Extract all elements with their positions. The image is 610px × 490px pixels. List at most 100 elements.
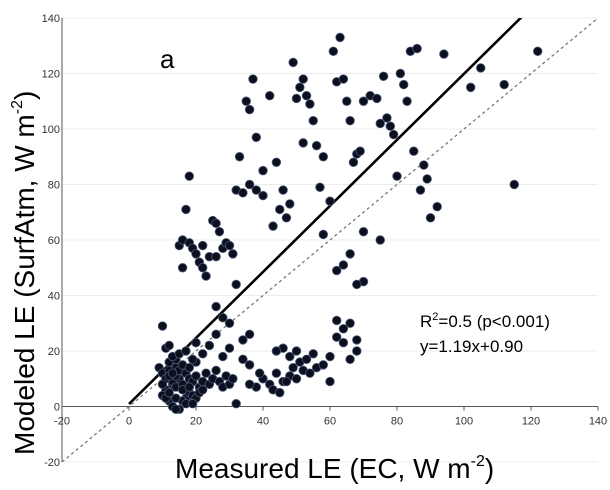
data-point	[244, 104, 255, 115]
data-point	[345, 115, 355, 126]
data-point	[318, 229, 329, 240]
x-axis-label-end: )	[485, 453, 494, 484]
data-point	[238, 354, 248, 365]
data-point	[298, 74, 308, 84]
data-point	[228, 374, 238, 384]
x-tick-label: 0	[126, 416, 132, 428]
x-tick-label: 80	[391, 416, 403, 428]
data-point	[238, 335, 248, 345]
data-point	[241, 96, 251, 106]
data-point	[201, 368, 211, 378]
data-point	[332, 332, 342, 342]
data-point	[466, 82, 476, 93]
data-point	[352, 346, 362, 356]
data-point	[372, 93, 382, 104]
data-point	[184, 171, 195, 181]
data-point	[164, 387, 174, 398]
data-point	[352, 279, 362, 290]
data-point	[197, 349, 208, 359]
data-point	[238, 188, 248, 198]
data-point	[224, 240, 235, 251]
data-point	[187, 399, 198, 409]
data-point	[311, 140, 322, 151]
data-point	[385, 121, 396, 131]
data-point	[231, 399, 241, 409]
data-point	[258, 165, 268, 176]
x-tick-label: 100	[455, 416, 473, 428]
data-point	[345, 249, 355, 259]
tick-labels: -20 0 20 40 60 80 100 120 140 -20 0 20 40 60 80 100 120 1…	[42, 13, 608, 469]
data-point	[288, 362, 298, 373]
fit-lines	[62, 18, 598, 462]
data-point	[211, 329, 221, 340]
data-point	[345, 318, 355, 328]
data-point	[298, 138, 308, 148]
data-point	[375, 118, 385, 129]
data-point	[342, 96, 352, 106]
data-point	[157, 379, 168, 390]
data-point	[325, 196, 335, 206]
data-point	[338, 337, 349, 348]
data-point	[382, 113, 392, 123]
data-point	[268, 221, 278, 231]
r-squared-superscript: 2	[432, 311, 438, 323]
x-axis-label-main: Measured LE (EC, W m	[175, 453, 471, 484]
data-point	[432, 201, 442, 212]
data-point	[392, 171, 402, 181]
data-point	[211, 251, 221, 262]
data-point	[281, 213, 292, 223]
r-squared-prefix: R	[420, 312, 432, 331]
data-point	[305, 368, 315, 378]
y-tick-label: 20	[48, 346, 60, 358]
data-point	[218, 313, 228, 323]
data-point	[157, 321, 168, 331]
regression-equation: y=1.19x+0.90	[420, 337, 523, 356]
data-point	[422, 174, 432, 184]
data-point	[509, 179, 519, 190]
data-point	[265, 90, 275, 101]
gridlines	[62, 17, 598, 463]
data-point	[251, 185, 261, 195]
data-point	[171, 393, 181, 403]
data-point	[328, 46, 339, 57]
data-point	[415, 185, 426, 195]
data-points	[154, 32, 543, 414]
data-point	[288, 57, 298, 68]
data-point	[197, 240, 208, 251]
data-point	[228, 249, 238, 259]
y-tick-label: 0	[54, 402, 60, 414]
data-point	[191, 249, 201, 259]
data-point	[301, 90, 312, 101]
data-point	[308, 115, 318, 126]
data-point	[399, 79, 409, 90]
data-point	[325, 351, 335, 362]
y-tick-label: -20	[44, 457, 60, 469]
x-tick-label: 120	[522, 416, 540, 428]
data-point	[315, 182, 325, 192]
data-point	[281, 376, 292, 387]
data-point	[352, 335, 362, 345]
data-point	[409, 146, 419, 156]
data-point	[395, 68, 406, 79]
data-point	[271, 346, 282, 356]
one-to-one-line	[62, 18, 598, 462]
x-axis-label: Measured LE (EC, W m-2)	[175, 453, 494, 484]
x-axis-label-superscript: -2	[471, 453, 485, 470]
y-axis-label-end: )	[9, 91, 40, 100]
data-point	[224, 318, 235, 328]
data-point	[211, 365, 221, 376]
data-point	[318, 360, 329, 370]
data-point	[244, 179, 255, 190]
data-point	[184, 382, 195, 392]
data-point	[335, 32, 345, 43]
data-point	[275, 204, 285, 215]
y-axis-label-superscript: -2	[9, 100, 26, 114]
data-point	[325, 376, 335, 387]
data-point	[332, 315, 342, 326]
data-point	[211, 301, 221, 312]
data-point	[177, 263, 188, 273]
data-point	[425, 213, 436, 223]
y-axis-label: Modeled LE (SurfAtm, W m-2)	[9, 91, 40, 455]
data-point	[244, 379, 255, 390]
data-point	[291, 346, 302, 356]
